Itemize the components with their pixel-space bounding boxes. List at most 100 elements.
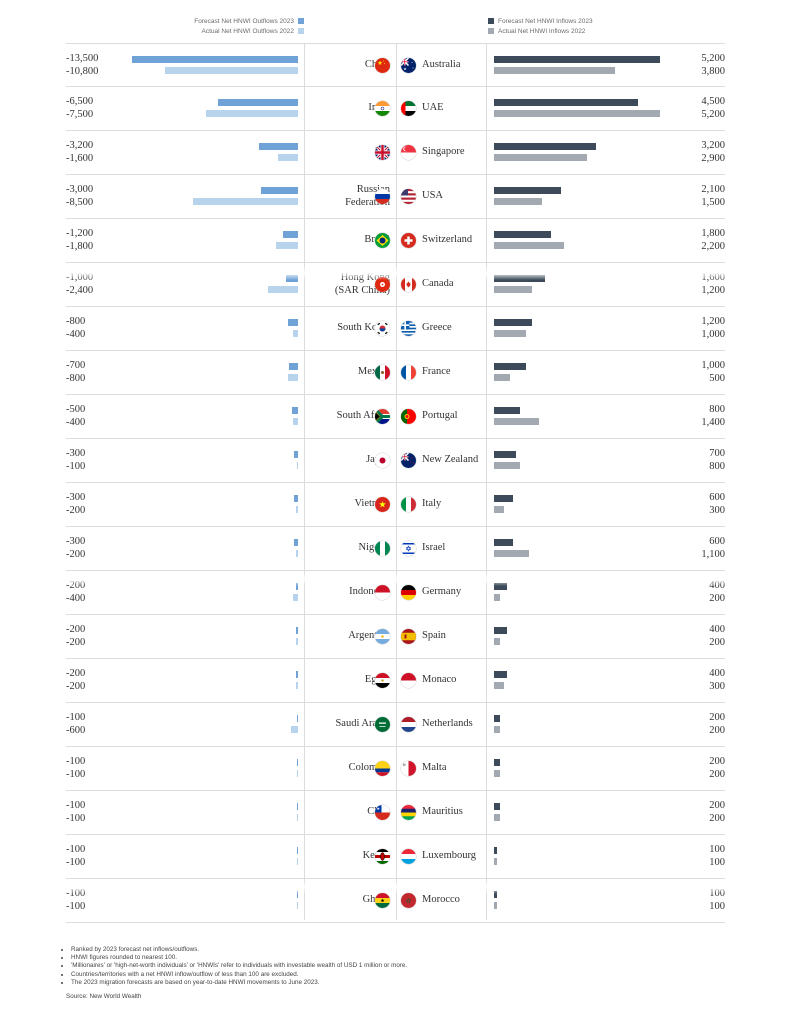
outflow-2022-value: -1,800 <box>66 240 94 252</box>
column-divider-center <box>396 43 397 920</box>
inflow-2023-value: 600 <box>709 492 725 503</box>
table-row: -500 -400 South Africa Portugal 800 1,400 <box>66 395 725 439</box>
inflow-actual-bar <box>494 770 501 777</box>
inflow-actual-bar <box>494 506 504 513</box>
inflow-country-name: Singapore <box>422 146 465 157</box>
inflow-2023-value: 400 <box>709 580 725 591</box>
inflow-actual-bar <box>494 902 498 909</box>
inflow-country-name: Malta <box>422 762 447 773</box>
inflow-forecast-bar <box>494 715 501 722</box>
outflow-value-labels: -200 -400 <box>66 580 85 605</box>
japan-flag-icon <box>375 453 390 468</box>
column-divider-left <box>304 43 305 920</box>
outflow-actual-bar <box>275 242 298 249</box>
inflow-value-labels: 700 800 <box>709 448 725 473</box>
table-row: -200 -200 Argentina Spain 400 200 <box>66 615 725 659</box>
italy-flag-icon <box>401 497 416 512</box>
outflow-2022-value: -100 <box>66 460 86 472</box>
outflow-forecast-bar <box>283 231 298 238</box>
outflow-2023-value: -200 <box>66 668 86 679</box>
outflow-country-name-line: South Korea <box>337 322 390 333</box>
outflow-country-name: Russian Federation <box>345 184 390 209</box>
table-row: -100-100KenyaLuxembourg100100 <box>66 835 725 879</box>
inflow-2023-value: 5,200 <box>701 53 725 64</box>
indonesia-flag-icon <box>375 585 390 600</box>
inflow-actual-bar <box>494 374 510 381</box>
outflow-country-name: South Korea <box>337 322 390 335</box>
inflow-actual-bar <box>494 638 501 645</box>
egypt-flag-icon <box>375 673 390 688</box>
brazil-flag-icon <box>375 233 390 248</box>
inflow-2023-value: 200 <box>709 756 725 767</box>
source-text: Source: New World Wealth <box>66 993 142 1001</box>
inflow-country-name: UAE <box>422 102 444 113</box>
outflow-actual-bar <box>296 462 298 469</box>
australia-flag-icon <box>401 58 416 73</box>
outflow-value-labels: -500 -400 <box>66 404 85 429</box>
outflow-2022-value: -100 <box>66 768 86 780</box>
chile-flag-icon <box>375 805 390 820</box>
outflow-value-labels: -800 -400 <box>66 316 85 341</box>
outflow-2022-value: -400 <box>66 328 86 340</box>
inflow-2022-value: 1,400 <box>701 416 725 428</box>
inflow-actual-bar <box>494 682 504 689</box>
inflow-country-name: Portugal <box>422 410 458 421</box>
outflow-2023-value: -100 <box>66 800 86 811</box>
outflow-country-name-line: (SAR China) <box>334 284 390 296</box>
inflow-forecast-bar <box>494 143 597 150</box>
outflow-forecast-bar <box>218 99 298 106</box>
outflow-actual-bar <box>293 594 298 601</box>
outflow-2023-value: -3,000 <box>66 184 94 195</box>
inflow-forecast-bar <box>494 451 517 458</box>
inflow-value-labels: 400 300 <box>709 668 725 693</box>
south-korea-flag-icon <box>375 321 390 336</box>
outflow-value-labels: -300 -100 <box>66 448 85 473</box>
outflow-forecast-bar <box>294 495 298 502</box>
inflow-country-name: France <box>422 366 451 377</box>
inflow-country-name: Greece <box>422 322 452 333</box>
greece-flag-icon <box>401 321 416 336</box>
inflow-value-labels: 400 200 <box>709 580 725 605</box>
outflow-value-labels: -1,200 -1,800 <box>66 228 93 253</box>
outflow-2023-value: -300 <box>66 492 86 503</box>
inflow-2022-value: 200 <box>709 592 725 604</box>
inflow-2022-value: 1,000 <box>701 328 725 340</box>
inflow-country-name: Mauritius <box>422 806 463 817</box>
inflow-forecast-bar <box>494 759 501 766</box>
outflow-country-name-line: South Africa <box>336 410 390 421</box>
inflow-forecast-bar <box>494 363 526 370</box>
outflow-forecast-bar <box>296 891 298 898</box>
china-flag-icon <box>375 58 390 73</box>
inflow-2023-value: 2,100 <box>701 184 725 195</box>
outflow-value-labels: -3,000 -8,500 <box>66 184 93 209</box>
outflow-forecast-bar <box>296 759 298 766</box>
inflow-2022-value: 100 <box>709 900 725 912</box>
monaco-flag-icon <box>401 673 416 688</box>
inflow-actual-bar <box>494 550 530 557</box>
outflow-actual-bar <box>296 902 298 909</box>
legend-outflow-forecast-swatch <box>298 18 304 24</box>
inflow-value-labels: 1,000 500 <box>701 360 725 385</box>
inflow-country-name: Canada <box>422 278 454 289</box>
inflow-country-name: Australia <box>422 59 461 70</box>
outflow-2022-value: -200 <box>66 504 86 516</box>
malta-flag-icon <box>401 761 416 776</box>
inflow-actual-bar <box>494 462 520 469</box>
outflow-actual-bar <box>295 682 298 689</box>
mauritius-flag-icon <box>401 805 416 820</box>
outflow-actual-bar <box>296 858 298 865</box>
inflow-2022-value: 2,200 <box>701 240 725 252</box>
outflow-2022-value: -10,800 <box>66 65 99 77</box>
outflow-forecast-bar <box>295 627 298 634</box>
inflow-forecast-bar <box>494 495 514 502</box>
israel-flag-icon <box>401 541 416 556</box>
outflow-legend: Forecast Net HNWI Outflows 2023 Actual N… <box>120 17 304 37</box>
inflow-2023-value: 1,000 <box>701 360 725 371</box>
outflow-forecast-bar <box>296 847 298 854</box>
usa-flag-icon <box>401 189 416 204</box>
outflow-2022-value: -100 <box>66 900 86 912</box>
legend-inflow-forecast: Forecast Net HNWI Inflows 2023 <box>488 17 688 27</box>
outflow-2022-value: -7,500 <box>66 108 94 120</box>
inflow-actual-bar <box>494 286 533 293</box>
